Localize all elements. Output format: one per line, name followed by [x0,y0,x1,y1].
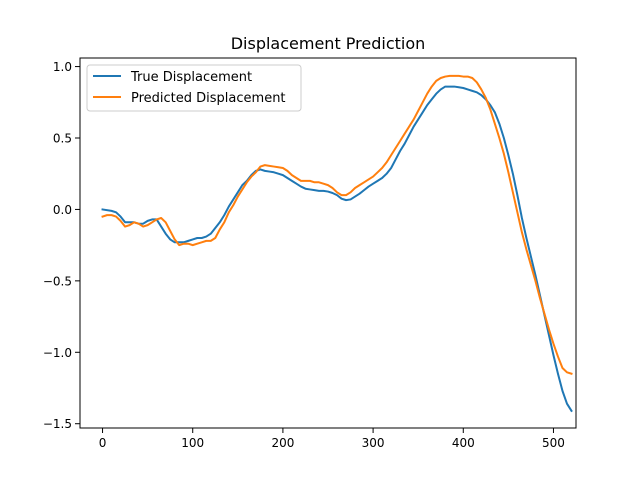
series-line-true-displacement [101,85,573,413]
y-tick-label: −1.5 [43,417,72,431]
legend: True Displacement Predicted Displacement [86,64,302,112]
x-axis: 0 100 200 300 400 500 [99,428,565,450]
y-tick-label: −1.0 [43,346,72,360]
x-tick-label: 0 [99,436,107,450]
chart-title: Displacement Prediction [231,34,426,53]
y-tick-label: 1.0 [53,60,72,74]
y-tick-label: −0.5 [43,274,72,288]
y-axis: −1.5 −1.0 −0.5 0.0 0.5 1.0 [43,60,80,431]
x-tick-label: 300 [362,436,385,450]
x-tick-label: 200 [271,436,294,450]
x-tick-label: 500 [542,436,565,450]
y-tick-label: 0.5 [53,132,72,146]
y-tick-label: 0.0 [53,203,72,217]
x-tick-label: 100 [181,436,204,450]
legend-label-true-displacement: True Displacement [130,70,252,85]
series-line-predicted-displacement [101,74,573,375]
legend-label-predicted-displacement: Predicted Displacement [131,91,286,106]
x-tick-label: 400 [452,436,475,450]
plot-area-frame [79,57,577,429]
series-layer [101,74,573,413]
legend-box [86,64,302,112]
